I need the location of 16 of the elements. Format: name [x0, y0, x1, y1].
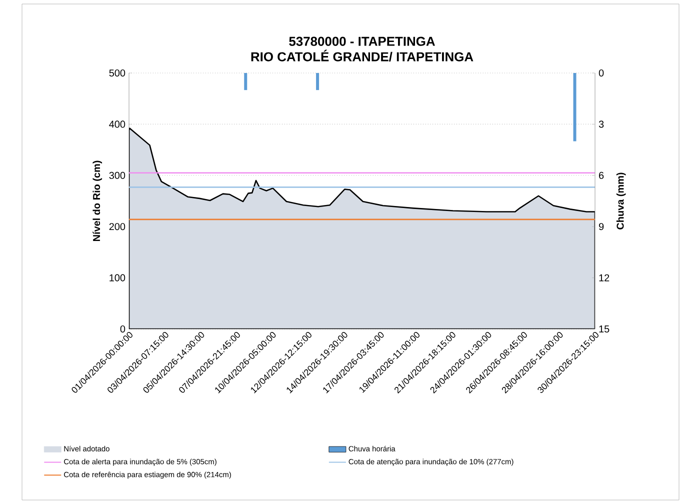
y-tick-label: 0 [120, 325, 126, 333]
y-tick-label: 300 [109, 172, 126, 179]
y2-tick-label: 0 [598, 69, 604, 77]
y2-tick-label: 12 [599, 274, 610, 282]
y2-tick-label: 15 [599, 326, 610, 332]
y2-tick-label: 6 [599, 172, 604, 179]
y-tick-label: 500 [109, 69, 126, 77]
y-tick-label: 200 [109, 223, 126, 230]
y2-tick-label: 3 [598, 120, 604, 128]
y-tick-label: 400 [109, 120, 126, 128]
y2-axis-title: Chuva (mm) [616, 172, 626, 230]
chart-title: 53780000 - ITAPETINGA [289, 36, 435, 46]
y2-tick-label: 9 [599, 223, 604, 230]
y-tick-label: 100 [110, 274, 126, 282]
chart-subtitle: RIO CATOLÉ GRANDE/ ITAPETINGA [251, 50, 474, 62]
y-axis-title: Nível do Rio (cm) [92, 160, 102, 242]
